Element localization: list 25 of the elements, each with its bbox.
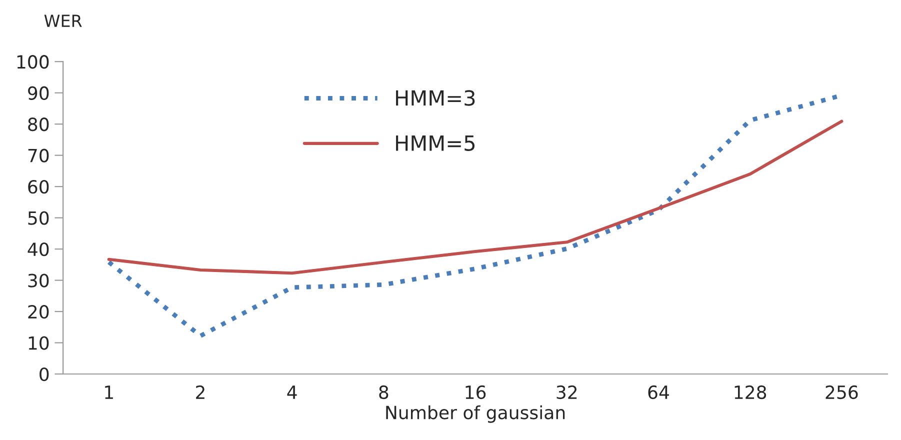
y-tick-label: 40 (28, 242, 49, 256)
y-tick-label: 70 (28, 148, 49, 162)
y-tick-label: 30 (28, 274, 49, 288)
y-tick-label: 10 (28, 336, 49, 350)
x-tick-label: 1 (105, 386, 113, 399)
x-tick-label: 2 (196, 385, 204, 399)
y-tick-label: 60 (28, 180, 49, 194)
x-tick-label: 128 (734, 385, 766, 400)
x-tick-label: 16 (466, 385, 486, 400)
x-tick-label: 4 (287, 386, 297, 399)
y-tick-label: 100 (17, 55, 49, 69)
x-tick-label: 8 (379, 385, 388, 400)
y-tick-label: 0 (40, 367, 49, 382)
x-axis-title: Number of gaussian (386, 405, 565, 423)
x-tick-label: 32 (556, 385, 577, 400)
x-tick-label: 256 (826, 385, 858, 400)
line-series (107, 120, 844, 275)
y-tick-label: 20 (28, 304, 49, 319)
y-axis-title: WER (44, 14, 82, 27)
y-tick-label: 80 (28, 118, 49, 132)
y-tick-label: 90 (28, 86, 49, 100)
y-tick-label: 50 (28, 211, 49, 225)
x-tick-label: 64 (648, 385, 669, 400)
legend-label: HMM=3 (396, 90, 475, 106)
legend-label: HMM=5 (396, 136, 474, 152)
